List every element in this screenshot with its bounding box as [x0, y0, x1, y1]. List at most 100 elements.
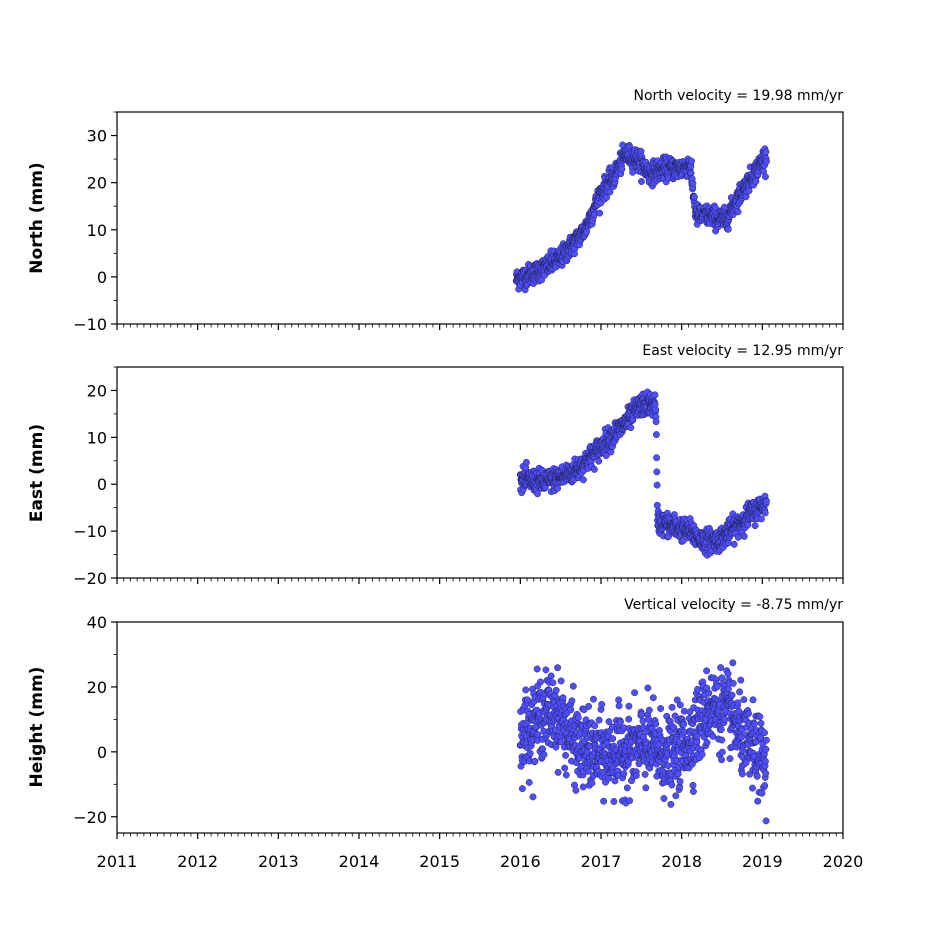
data-point: [572, 786, 580, 794]
height-panel: Vertical velocity = -8.75 mm/yr Height (…: [27, 597, 863, 871]
data-point: [542, 666, 550, 674]
data-point: [703, 667, 711, 675]
data-point: [557, 677, 565, 685]
data-point: [620, 770, 628, 778]
data-point: [690, 193, 698, 201]
data-point: [758, 789, 766, 797]
data-point: [653, 468, 661, 476]
north-ylabel: North (mm): [27, 162, 47, 273]
data-point: [718, 748, 726, 756]
data-point: [740, 532, 748, 540]
data-point: [730, 540, 738, 548]
data-point: [637, 711, 645, 719]
y-tick-label: 10: [87, 428, 107, 447]
y-tick-label: 40: [87, 613, 107, 632]
data-point: [549, 679, 557, 687]
data-point: [590, 465, 598, 473]
data-point: [547, 672, 555, 680]
data-point: [529, 793, 537, 801]
data-point: [762, 497, 770, 505]
data-point: [615, 696, 623, 704]
data-point: [645, 706, 653, 714]
y-tick-label: 0: [97, 475, 107, 494]
data-point: [534, 731, 542, 739]
y-tick-label: 20: [87, 678, 107, 697]
data-point: [562, 751, 570, 759]
data-point: [641, 770, 649, 778]
data-point: [667, 800, 675, 808]
data-point: [638, 178, 645, 185]
data-point: [729, 679, 737, 687]
data-point: [526, 749, 534, 757]
data-point: [579, 476, 587, 484]
data-point: [653, 481, 661, 489]
data-point: [653, 501, 661, 509]
data-point: [617, 718, 624, 726]
data-point: [583, 228, 591, 236]
data-point: [724, 685, 732, 693]
data-point: [698, 751, 706, 758]
north-panel: North velocity = 19.98 mm/yr North (mm) …: [27, 88, 844, 334]
data-point: [657, 705, 665, 712]
data-point: [721, 715, 729, 723]
y-tick-label: 10: [87, 221, 107, 240]
data-point: [595, 716, 603, 724]
data-point: [625, 702, 633, 710]
data-point: [649, 694, 657, 702]
data-point: [756, 713, 764, 721]
data-point: [736, 688, 744, 696]
data-point: [737, 676, 745, 684]
data-point: [537, 678, 544, 686]
data-point: [689, 788, 697, 795]
data-point: [652, 431, 660, 439]
data-point: [664, 762, 672, 770]
data-point: [642, 784, 650, 792]
data-point: [680, 721, 688, 728]
data-point: [726, 755, 734, 763]
x-tick-label: 2019: [742, 852, 783, 871]
data-point: [606, 188, 614, 196]
data-point: [562, 771, 570, 779]
data-point: [761, 173, 769, 181]
vertical-velocity-title: Vertical velocity = -8.75 mm/yr: [624, 597, 843, 613]
data-point: [603, 193, 611, 201]
data-point: [623, 784, 631, 792]
y-tick-label: −20: [73, 569, 107, 588]
data-point: [531, 757, 539, 765]
data-point: [689, 781, 697, 789]
data-point: [631, 689, 639, 697]
data-point: [590, 695, 597, 703]
data-point: [762, 769, 770, 777]
data-point: [729, 659, 737, 667]
x-tick-label: 2018: [661, 852, 702, 871]
data-point: [653, 454, 661, 462]
y-tick-label: 20: [87, 174, 107, 193]
data-point: [598, 700, 606, 708]
data-point: [720, 203, 728, 211]
data-point: [673, 696, 681, 704]
data-point: [718, 756, 726, 764]
x-tick-label: 2013: [258, 852, 299, 871]
scatter-points: [516, 388, 770, 559]
data-point: [584, 767, 592, 775]
y-tick-label: −10: [73, 522, 107, 541]
data-point: [652, 406, 660, 414]
y-tick-label: 30: [87, 127, 107, 146]
data-point: [568, 697, 576, 705]
height-ylabel: Height (mm): [27, 667, 47, 788]
data-point: [750, 720, 758, 728]
east-panel: East velocity = 12.95 mm/yr East (mm) −2…: [27, 343, 844, 588]
data-point: [754, 797, 762, 805]
data-point: [668, 781, 676, 789]
data-point: [554, 768, 562, 776]
data-point: [762, 158, 770, 165]
data-point: [605, 718, 613, 726]
data-point: [718, 674, 726, 682]
data-point: [689, 179, 697, 187]
data-point: [585, 702, 593, 710]
data-point: [552, 743, 560, 751]
data-point: [688, 157, 695, 165]
data-point: [724, 670, 732, 678]
y-tick-label: 0: [97, 268, 107, 287]
data-point: [629, 168, 637, 176]
